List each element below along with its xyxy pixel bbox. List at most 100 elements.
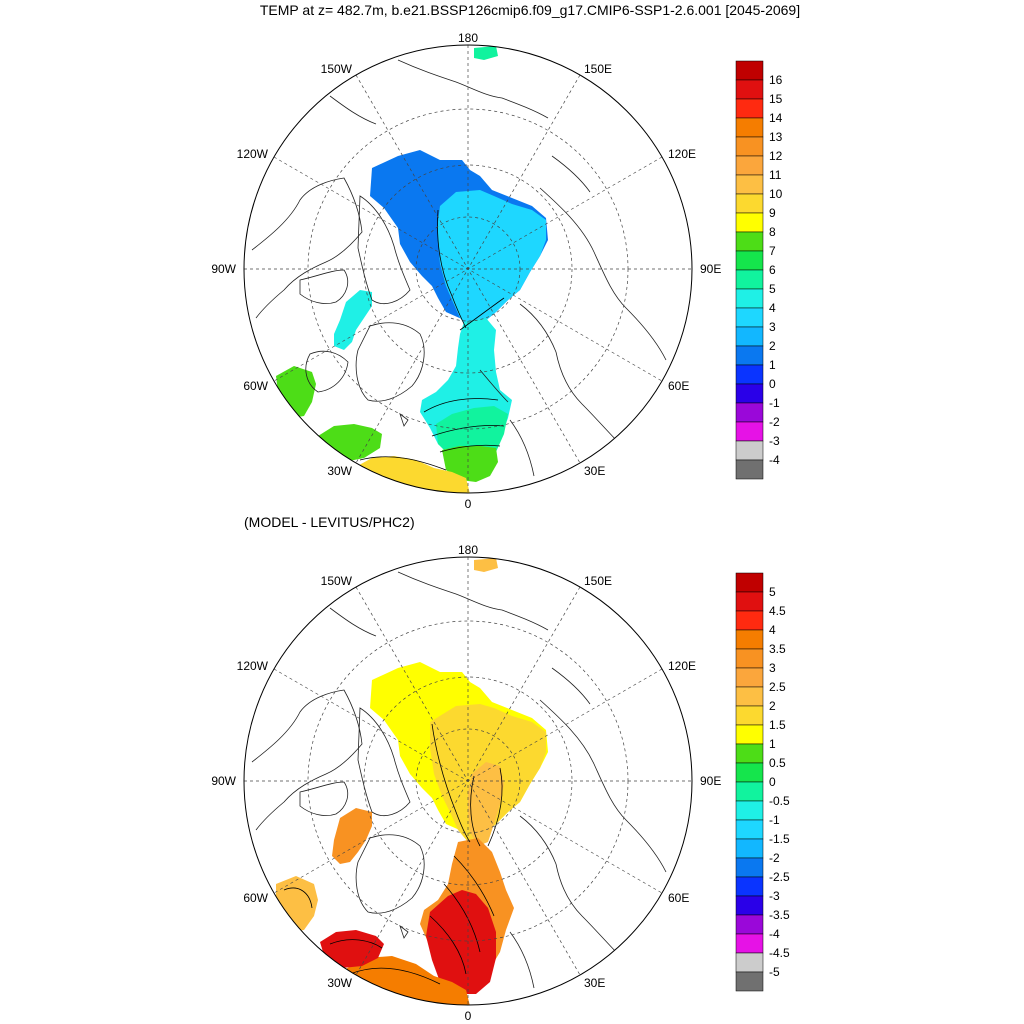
colorbar-tick-label: 2	[769, 699, 776, 713]
lon-label-60e: 60E	[668, 891, 689, 905]
colorbar-tick-label: 4.5	[769, 604, 786, 618]
colorbar-swatch	[735, 686, 764, 707]
colorbar-tick-label: 3	[769, 320, 776, 334]
colorbar-swatch	[735, 762, 764, 783]
colorbar-tick-label: 0	[769, 377, 776, 391]
colorbar-tick-label: -4.5	[769, 946, 790, 960]
colorbar-tick-label: 13	[769, 130, 783, 144]
colorbar-tick-label: -2	[769, 851, 780, 865]
colorbar-tick-label: 5	[769, 585, 776, 599]
colorbar-swatch	[735, 800, 764, 821]
colorbar-swatch	[735, 952, 764, 973]
colorbar-tick-label: 9	[769, 206, 776, 220]
contour-line	[329, 939, 383, 949]
lon-label-60w: 60W	[243, 379, 268, 393]
contour-line	[431, 425, 505, 437]
contour-line	[423, 398, 499, 413]
colorbar-swatch	[735, 914, 764, 935]
lon-label-120w: 120W	[237, 147, 269, 161]
map-boundary	[243, 44, 693, 494]
colorbar-tick-label: 3	[769, 661, 776, 675]
contour-line	[439, 444, 501, 453]
colorbar-tick-label: 1	[769, 737, 776, 751]
contour-line	[459, 297, 505, 331]
colorbar: 5 4.5 4 3.5 3 2.5 2 1.5 1 0.5 0 -0.5 -1 -1.5 -2 -2.5 -3 -…	[735, 572, 790, 992]
colorbar-tick-label: 12	[769, 149, 783, 163]
map-boundary	[243, 556, 693, 1006]
colorbar-tick-label: 0	[769, 775, 776, 789]
contour-line	[431, 723, 471, 843]
field-region-bering	[474, 46, 498, 60]
temperature-difference-polar-map: 180 150W 150E 120W 120E 90W 90E 60W 60E …	[211, 543, 790, 1023]
field-region-barents	[442, 446, 498, 482]
lon-label-60e: 60E	[668, 379, 689, 393]
colorbar-tick-label: -3.5	[769, 908, 790, 922]
colorbar-swatch	[735, 174, 764, 195]
colorbar-swatch	[735, 288, 764, 309]
lon-label-30e: 30E	[584, 464, 605, 478]
colorbar-swatch	[735, 876, 764, 897]
colorbar-swatch	[735, 819, 764, 840]
lon-label-30e: 30E	[584, 976, 605, 990]
colorbar-tick-label: -4	[769, 453, 780, 467]
colorbar-tick-label: -3	[769, 434, 780, 448]
field-region-central-core	[468, 762, 504, 846]
colorbar-tick-label: 8	[769, 225, 776, 239]
colorbar-tick-label: -3	[769, 889, 780, 903]
colorbar-tick-label: 0.5	[769, 756, 786, 770]
colorbar-tick-label: 4	[769, 623, 776, 637]
colorbar-swatch	[735, 572, 764, 593]
lon-label-150w: 150W	[321, 574, 353, 588]
contour-line	[437, 209, 467, 329]
colorbar-tick-label: -1.5	[769, 832, 790, 846]
colorbar-swatch	[735, 326, 764, 347]
field-region-irminger	[320, 930, 384, 968]
lon-label-30w: 30W	[327, 464, 352, 478]
colorbar-swatch	[735, 117, 764, 138]
lon-label-150e: 150E	[584, 574, 612, 588]
colorbar-tick-label: -0.5	[769, 794, 790, 808]
colorbar-swatch	[735, 231, 764, 252]
colorbar-tick-label: -4	[769, 927, 780, 941]
colorbar-swatch	[735, 136, 764, 157]
colorbar-swatch	[735, 212, 764, 233]
lon-label-90e: 90E	[700, 774, 721, 788]
colorbar-swatch	[735, 933, 764, 954]
colorbar-swatch	[735, 971, 764, 992]
coastline	[251, 571, 667, 989]
colorbar-swatch	[735, 838, 764, 859]
field-region-irminger	[316, 424, 382, 462]
colorbar-tick-label: -5	[769, 965, 780, 979]
graticule	[244, 557, 692, 1005]
longitude-labels: 180 150W 150E 120W 120E 90W 90E 60W 60E …	[211, 31, 721, 511]
colorbar-swatch	[735, 98, 764, 119]
lon-label-60w: 60W	[243, 891, 268, 905]
colorbar-swatch	[735, 857, 764, 878]
difference-panel-title: (MODEL - LEVITUS/PHC2)	[244, 514, 415, 530]
page-title: TEMP at z= 482.7m, b.e21.BSSP126cmip6.f0…	[259, 2, 801, 18]
colorbar-swatch	[735, 724, 764, 745]
field-region-norwegian-sea	[426, 890, 496, 994]
colorbar-tick-label: 3.5	[769, 642, 786, 656]
field-region-eurasian-basin	[438, 190, 546, 328]
colorbar-tick-label: 5	[769, 282, 776, 296]
field-region-bering	[474, 558, 498, 572]
field-region-labrador-sea	[276, 366, 316, 418]
temperature-polar-map: 180 150W 150E 120W 120E 90W 90E 60W 60E …	[211, 31, 783, 511]
coastline	[251, 59, 667, 477]
lon-label-120e: 120E	[668, 659, 696, 673]
lon-label-0: 0	[465, 1009, 472, 1023]
colorbar-swatch	[735, 269, 764, 290]
colorbar-swatch	[735, 79, 764, 100]
contour-line	[359, 456, 447, 471]
colorbar-tick-label: 1	[769, 358, 776, 372]
colorbar-swatch	[735, 629, 764, 650]
colorbar-tick-label: 2	[769, 339, 776, 353]
lon-label-0: 0	[465, 497, 472, 511]
lon-label-30w: 30W	[327, 976, 352, 990]
colorbar-swatch	[735, 345, 764, 366]
graticule	[244, 45, 692, 493]
colorbar-tick-label: 6	[769, 263, 776, 277]
contour-line	[470, 775, 481, 847]
colorbar-swatch	[735, 307, 764, 328]
